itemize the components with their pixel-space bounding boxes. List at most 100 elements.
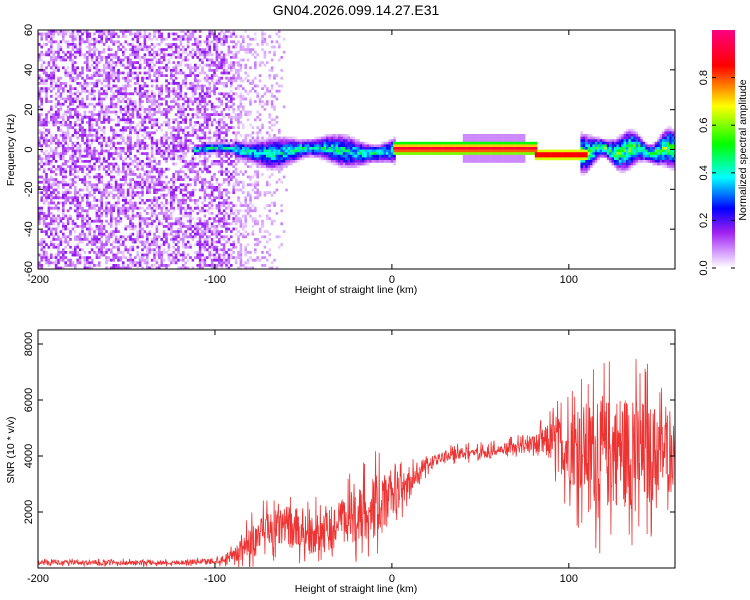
heatmap-cell [206, 225, 209, 228]
heatmap-cell [158, 95, 161, 98]
heatmap-cell [213, 160, 216, 163]
heatmap-cell [52, 115, 55, 119]
heatmap-cell [251, 230, 255, 233]
heatmap-cell [213, 175, 216, 179]
heatmap-cell [194, 40, 197, 44]
heatmap-cell [69, 102, 72, 106]
heatmap-cell [165, 157, 168, 161]
heatmap-cell [167, 58, 171, 62]
heatmap-cell [110, 230, 113, 233]
heatmap-cell [74, 87, 77, 90]
heatmap-cell [249, 214, 252, 218]
heatmap-cell [270, 160, 274, 163]
heatmap-cell [237, 76, 240, 80]
heatmap-cell [86, 188, 89, 192]
heatmap-cell [165, 209, 168, 213]
heatmap-cell [261, 149, 264, 153]
heatmap-cell [218, 82, 221, 85]
heatmap-cell [40, 37, 43, 41]
heatmap-cell [254, 160, 257, 163]
heatmap-cell [78, 40, 82, 44]
heatmap-cell [198, 144, 202, 148]
heatmap-cell [81, 178, 84, 181]
heatmap-cell [124, 212, 127, 215]
heatmap-cell [189, 212, 192, 215]
heatmap-cell [86, 193, 89, 197]
heatmap-cell [155, 84, 159, 88]
heatmap-cell [114, 230, 118, 233]
heatmap-cell [117, 170, 120, 174]
heatmap-cell [167, 43, 171, 46]
heatmap-cell [234, 170, 238, 174]
heatmap-cell [57, 87, 60, 90]
heatmap-cell [148, 204, 151, 207]
heatmap-cell [102, 32, 106, 36]
heatmap-cell [52, 152, 55, 155]
heatmap-cell [126, 154, 130, 158]
heatmap-cell [162, 157, 166, 161]
heatmap-cell [196, 136, 199, 140]
heatmap-cell [86, 76, 89, 80]
heatmap-cell [74, 180, 77, 184]
heatmap-cell [196, 40, 199, 44]
heatmap-cell [203, 162, 207, 166]
heatmap-cell [170, 56, 173, 59]
heatmap-cell [100, 206, 103, 210]
heatmap-cell [45, 217, 48, 220]
heatmap-cell [57, 89, 60, 93]
heatmap-cell [172, 43, 175, 46]
heatmap-cell [129, 30, 132, 33]
heatmap-cell [38, 56, 41, 59]
heatmap-cell [62, 253, 65, 257]
heatmap-cell [249, 199, 252, 202]
heatmap-cell [40, 230, 43, 233]
heatmap-cell [220, 128, 223, 132]
heatmap-cell [136, 113, 139, 116]
heatmap-cell [136, 230, 139, 233]
heatmap-cell [57, 121, 60, 124]
heatmap-cell [81, 217, 84, 220]
heatmap-cell [184, 243, 187, 246]
heatmap-cell [184, 141, 187, 145]
heatmap-cell [141, 219, 144, 223]
heatmap-cell [285, 188, 288, 192]
heatmap-cell [225, 123, 228, 127]
heatmap-cell [191, 217, 195, 220]
heatmap-cell [71, 43, 75, 46]
heatmap-cell [266, 43, 269, 46]
heatmap-cell [179, 167, 183, 171]
heatmap-cell [167, 245, 171, 249]
heatmap-cell [179, 175, 183, 179]
heatmap-cell [182, 245, 185, 249]
heatmap-cell [167, 264, 171, 267]
heatmap-cell [122, 160, 125, 163]
heatmap-cell [189, 170, 192, 174]
heatmap-cell [249, 66, 252, 70]
heatmap-cell [210, 89, 214, 93]
heatmap-cell [150, 79, 154, 83]
heatmap-cell [38, 121, 41, 124]
heatmap-cell [155, 102, 159, 106]
heatmap-cell [105, 95, 108, 98]
heatmap-cell [95, 238, 99, 241]
heatmap-cell [114, 186, 118, 189]
heatmap-cell [167, 188, 171, 192]
heatmap-cell [304, 141, 307, 145]
heatmap-cell [261, 61, 264, 64]
heatmap-cell [78, 45, 82, 49]
heatmap-cell [196, 149, 199, 153]
heatmap-cell [254, 186, 257, 189]
heatmap-cell [218, 248, 221, 252]
heatmap-cell [160, 256, 163, 259]
heatmap-cell [146, 206, 149, 210]
heatmap-cell [266, 152, 269, 155]
heatmap-cell [184, 173, 187, 176]
heatmap-cell [83, 30, 87, 33]
heatmap-cell [203, 243, 207, 246]
heatmap-cell [90, 58, 94, 62]
heatmap-cell [88, 121, 91, 124]
heatmap-cell [273, 157, 276, 161]
heatmap-cell [270, 136, 274, 140]
heatmap-cell [246, 193, 250, 197]
heatmap-cell [222, 149, 226, 153]
